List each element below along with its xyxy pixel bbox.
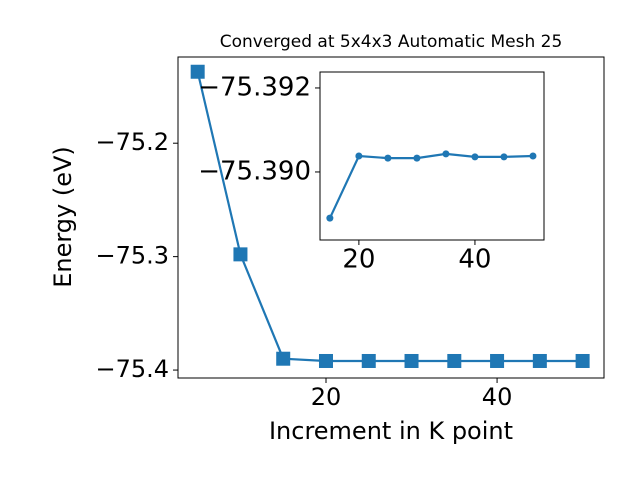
marker: [447, 353, 462, 368]
marker: [500, 153, 508, 161]
marker: [471, 153, 479, 161]
marker: [575, 353, 590, 368]
marker: [404, 353, 419, 368]
x-tick-label: 20: [311, 383, 342, 411]
x-tick-label: 40: [458, 245, 491, 275]
x-tick-label: 20: [342, 245, 375, 275]
y-tick-label: −75.3: [95, 242, 169, 270]
y-tick-label: −75.4: [95, 355, 169, 383]
marker: [442, 150, 450, 158]
marker: [276, 351, 291, 366]
y-tick-label: −75.2: [95, 128, 169, 156]
marker: [413, 154, 421, 162]
y-axis-label: Energy (eV): [49, 146, 77, 288]
y-tick-label: −75.390: [198, 156, 311, 186]
marker: [318, 353, 333, 368]
marker: [190, 64, 205, 79]
plot-frame: [319, 71, 545, 241]
marker: [233, 247, 248, 262]
marker: [529, 152, 537, 160]
marker: [326, 214, 334, 222]
plot-frame: [177, 56, 605, 379]
series-line: [196, 71, 583, 363]
marker: [361, 353, 376, 368]
x-axis-label: Increment in K point: [269, 417, 513, 445]
marker: [490, 353, 505, 368]
chart-title: Converged at 5x4x3 Automatic Mesh 25: [220, 32, 563, 52]
marker: [532, 353, 547, 368]
marker: [355, 152, 363, 160]
y-tick-label: −75.392: [198, 72, 311, 102]
series-line: [328, 152, 534, 219]
marker: [384, 154, 392, 162]
x-tick-label: 40: [482, 383, 513, 411]
